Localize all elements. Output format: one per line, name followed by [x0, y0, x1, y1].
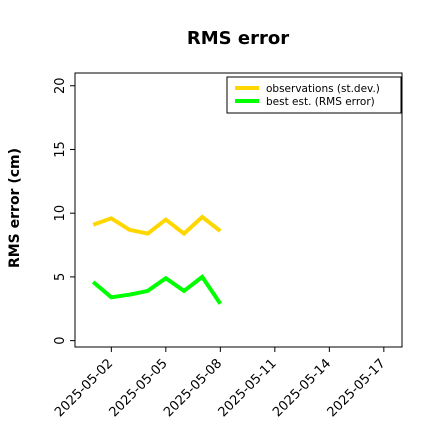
series-line-1: [92, 214, 222, 237]
plot-area: 051015202025-05-022025-05-052025-05-0820…: [52, 72, 403, 420]
y-axis-label: RMS error (cm): [7, 148, 23, 268]
chart-title: RMS error: [187, 28, 289, 49]
y-tick-label: 5: [53, 273, 68, 281]
plot-frame: [74, 72, 403, 348]
y-tick-label: 0: [53, 336, 68, 344]
y-tick-label: 15: [53, 141, 68, 158]
legend-label-2: best est. (RMS error): [266, 96, 375, 108]
series-line-2: [91, 274, 222, 305]
y-tick-label: 20: [53, 77, 68, 94]
legend: observations (st.dev.)best est. (RMS err…: [226, 76, 402, 114]
legend-label-1: observations (st.dev.): [266, 83, 380, 95]
y-tick-label: 10: [53, 205, 68, 222]
x-tick-label: 2025-05-17: [325, 356, 389, 420]
legend-box: [226, 76, 402, 114]
